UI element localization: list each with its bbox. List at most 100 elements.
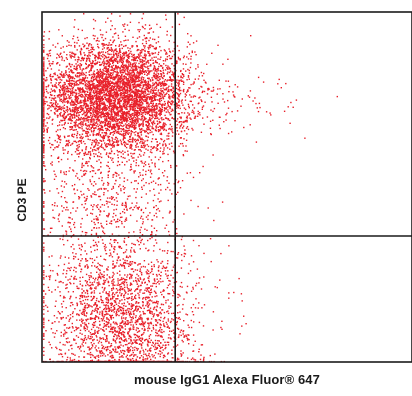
data-point [131, 46, 133, 48]
data-point [105, 86, 107, 88]
data-point [180, 76, 182, 78]
data-point [131, 75, 133, 77]
data-point [63, 173, 66, 175]
data-point [93, 149, 96, 151]
data-point [84, 90, 86, 93]
data-point [113, 124, 115, 127]
data-point [118, 80, 120, 82]
data-point [186, 46, 188, 48]
data-point [94, 20, 97, 22]
data-point [160, 110, 162, 113]
data-point [156, 99, 159, 101]
data-point [190, 35, 192, 37]
data-point [159, 58, 161, 60]
data-point [176, 120, 178, 122]
data-point [121, 96, 123, 98]
data-point [85, 80, 88, 82]
data-point [85, 132, 87, 134]
data-point [105, 109, 107, 111]
data-point [137, 53, 140, 55]
data-point [74, 19, 76, 21]
data-point [156, 114, 158, 116]
data-point [117, 54, 120, 57]
data-point [108, 123, 110, 125]
data-point [117, 102, 120, 105]
data-point [147, 102, 149, 104]
data-point [111, 92, 113, 94]
data-point [104, 104, 106, 106]
data-point [113, 104, 115, 106]
data-point [188, 78, 190, 80]
data-point [178, 83, 180, 85]
data-point [97, 108, 100, 110]
data-point [103, 59, 105, 61]
data-point [141, 99, 143, 101]
data-point [67, 88, 69, 90]
data-point [134, 121, 137, 123]
data-point [125, 79, 128, 81]
data-point [111, 85, 113, 87]
data-point [119, 49, 121, 52]
data-point [68, 41, 70, 43]
data-point [177, 95, 180, 97]
data-point [160, 113, 162, 115]
data-point [43, 130, 46, 132]
data-point [106, 94, 109, 96]
data-point [109, 99, 111, 101]
data-point [50, 106, 52, 108]
data-point [152, 90, 155, 92]
data-point [112, 125, 114, 127]
data-point [169, 101, 171, 103]
data-point [49, 65, 51, 67]
data-point [92, 111, 94, 113]
data-point [91, 73, 93, 76]
data-point [96, 91, 98, 93]
data-point [99, 93, 102, 95]
data-point [89, 55, 91, 57]
data-point [143, 63, 146, 65]
data-point [186, 117, 189, 119]
data-point [151, 107, 153, 109]
data-point [136, 113, 138, 115]
data-point [56, 63, 58, 65]
data-point [98, 55, 100, 57]
data-point [96, 160, 98, 162]
data-point [109, 88, 111, 90]
data-point [113, 144, 116, 146]
data-point [81, 118, 84, 120]
data-point [188, 107, 190, 109]
data-point [170, 57, 173, 60]
data-point [120, 107, 122, 109]
data-point [159, 101, 161, 103]
data-point [135, 40, 137, 43]
data-point [129, 81, 131, 83]
data-point [116, 70, 118, 72]
data-point [123, 117, 125, 119]
data-point [138, 100, 140, 103]
data-point [79, 101, 81, 103]
data-point [90, 44, 93, 46]
data-point [163, 95, 165, 97]
data-point [92, 114, 94, 116]
data-point [97, 148, 99, 151]
data-point [125, 76, 127, 78]
data-point [164, 102, 166, 105]
data-point [160, 97, 163, 99]
data-point [130, 168, 133, 171]
data-point [157, 90, 159, 92]
data-point [121, 69, 123, 71]
data-point [148, 104, 150, 106]
data-point [73, 82, 76, 84]
data-point [86, 37, 88, 39]
data-point [138, 125, 140, 128]
data-point [55, 101, 57, 103]
data-point [69, 126, 71, 128]
data-point [153, 109, 155, 111]
data-point [164, 79, 167, 81]
data-point [250, 35, 252, 37]
data-point [92, 72, 95, 74]
data-point [158, 120, 161, 123]
data-point [138, 62, 140, 65]
data-point [113, 93, 116, 95]
data-point [129, 141, 131, 143]
